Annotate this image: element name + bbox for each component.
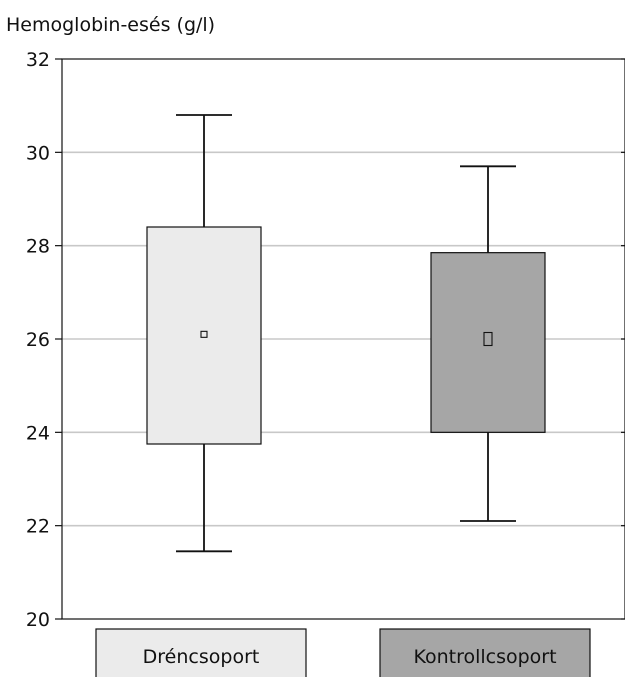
box-group <box>146 114 262 553</box>
box-iqr <box>430 252 546 433</box>
category-box <box>95 628 307 677</box>
y-axis-label: Hemoglobin-esés (g/l) <box>6 14 215 36</box>
median-marker <box>483 331 493 347</box>
category-label: Dréncsoport <box>143 646 260 668</box>
y-tick-label: 26 <box>26 329 50 351</box>
boxes <box>146 114 546 553</box>
y-tick-label: 28 <box>26 236 50 258</box>
y-axis-ticks: 20 22 24 26 28 30 32 <box>26 49 625 631</box>
y-tick-label: 20 <box>26 609 50 631</box>
y-tick-label: 30 <box>26 142 50 164</box>
category-box <box>379 628 591 677</box>
box-iqr <box>146 226 262 445</box>
median-marker <box>200 330 208 338</box>
y-tick-label: 24 <box>26 422 50 444</box>
category-labels: Dréncsoport Kontrollcsoport <box>95 628 591 677</box>
y-tick-label: 32 <box>26 49 50 71</box>
box-group <box>430 165 546 522</box>
y-tick-label: 22 <box>26 516 50 538</box>
category-label: Kontrollcsoport <box>413 646 556 668</box>
